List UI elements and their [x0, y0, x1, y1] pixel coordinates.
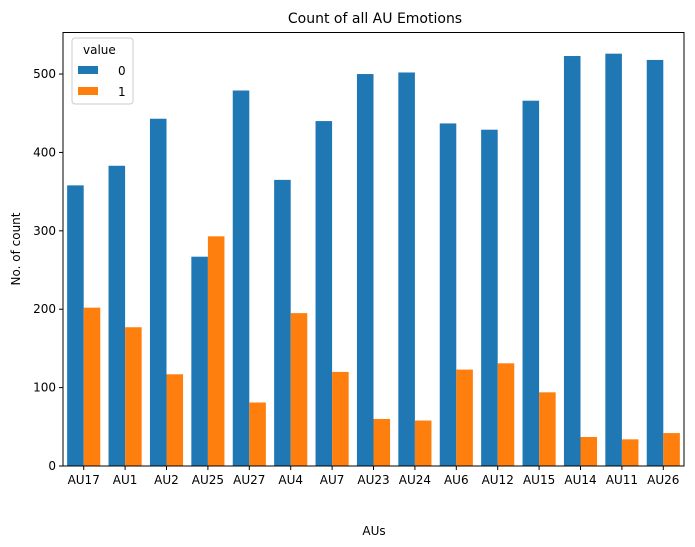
legend-title: value [83, 43, 116, 57]
x-tick-label-AU2: AU2 [154, 473, 179, 487]
bar-AU23-value-1 [373, 418, 391, 466]
bar-AU17-value-0 [67, 185, 84, 466]
x-tick-label-AU15: AU15 [523, 473, 555, 487]
bar-AU24-value-1 [414, 420, 432, 466]
chart-title: Count of all AU Emotions [288, 11, 462, 27]
bar-AU6-value-0 [439, 123, 457, 466]
y-tick-label: 400 [33, 145, 56, 159]
bar-AU15-value-1 [539, 392, 556, 466]
x-tick-label-AU4: AU4 [278, 473, 303, 487]
bar-AU7-value-0 [315, 121, 333, 467]
y-tick-label: 0 [48, 459, 56, 473]
bars-group [67, 53, 680, 467]
bar-AU4-value-0 [274, 179, 291, 466]
y-tick-label: 300 [33, 224, 56, 238]
y-tick-label: 200 [33, 302, 56, 316]
bar-AU12-value-1 [497, 363, 515, 466]
x-tick-label-AU26: AU26 [647, 473, 679, 487]
x-tick-label-AU6: AU6 [444, 473, 469, 487]
bar-AU24-value-0 [398, 72, 415, 467]
x-tick-label-AU25: AU25 [192, 473, 224, 487]
bar-AU4-value-1 [290, 313, 308, 466]
bar-AU27-value-0 [232, 90, 250, 467]
legend-swatch-0 [78, 66, 98, 74]
x-tick-label-AU24: AU24 [399, 473, 431, 487]
legend-label-1: 1 [118, 85, 126, 99]
bar-AU25-value-1 [207, 236, 225, 466]
legend-label-0: 0 [118, 64, 126, 78]
bar-AU27-value-1 [249, 402, 266, 466]
y-axis-title: No. of count [9, 212, 23, 285]
legend: value 0 1 [71, 37, 134, 105]
bar-AU23-value-0 [356, 74, 374, 466]
bar-AU26-value-1 [663, 433, 680, 466]
bar-AU17-value-1 [83, 307, 101, 466]
y-tick-label: 100 [33, 381, 56, 395]
plot-frame [62, 32, 685, 467]
bar-AU2-value-1 [166, 374, 184, 466]
bar-AU2-value-0 [149, 118, 167, 466]
x-tick-label-AU27: AU27 [233, 473, 265, 487]
bar-AU14-value-0 [563, 56, 581, 466]
x-tick-label-AU17: AU17 [68, 473, 100, 487]
bar-AU26-value-0 [646, 59, 664, 467]
bar-AU15-value-0 [522, 100, 540, 466]
bar-AU1-value-0 [108, 165, 126, 466]
x-tick-label-AU1: AU1 [113, 473, 138, 487]
y-tick-label: 500 [33, 67, 56, 81]
y-axis-ticks: 0 100 200 300 400 500 [33, 67, 63, 473]
bar-AU7-value-1 [332, 371, 349, 466]
bar-AU1-value-1 [125, 327, 142, 466]
bar-AU12-value-0 [481, 129, 498, 466]
bar-AU11-value-0 [605, 53, 622, 466]
bar-AU11-value-1 [621, 439, 639, 466]
x-tick-label-AU11: AU11 [606, 473, 638, 487]
x-tick-label-AU23: AU23 [357, 473, 389, 487]
x-axis-title: AUs [362, 524, 385, 538]
x-tick-label-AU7: AU7 [320, 473, 345, 487]
x-tick-label-AU12: AU12 [482, 473, 514, 487]
bar-AU25-value-0 [191, 256, 208, 466]
legend-swatch-1 [78, 87, 98, 95]
x-tick-label-AU14: AU14 [564, 473, 596, 487]
x-axis-ticks: AU17 AU1 AU2 AU25 AU27 AU4 AU7 AU23 AU24 AU6 AU12 A… [68, 466, 679, 487]
bar-AU14-value-1 [580, 436, 598, 466]
bar-AU6-value-1 [456, 369, 473, 466]
